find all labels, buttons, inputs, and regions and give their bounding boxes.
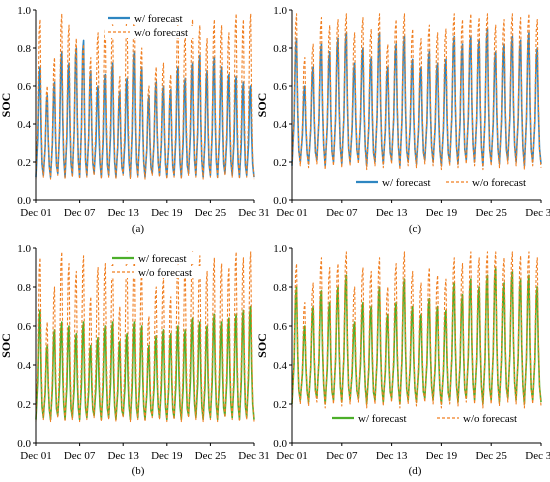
y-axis-label: SOC bbox=[0, 93, 13, 118]
legend-label: w/o forecast bbox=[134, 27, 188, 39]
legend-label: w/ forecast bbox=[134, 13, 183, 25]
x-tick-label: Dec 19 bbox=[426, 207, 458, 219]
y-axis-label: SOC bbox=[255, 333, 269, 358]
legend: w/ forecast w/o forecast bbox=[353, 176, 535, 189]
y-tick-label: 1.0 bbox=[17, 243, 31, 255]
y-tick-label: 0.4 bbox=[273, 360, 287, 372]
legend: w/ forecast w/o forecast bbox=[329, 412, 526, 425]
y-tick-label: 0.0 bbox=[273, 438, 287, 450]
legend-bg bbox=[109, 252, 194, 264]
legend-label: w/ forecast bbox=[138, 253, 187, 265]
series-line-d-1 bbox=[291, 251, 542, 409]
x-tick-label: Dec 19 bbox=[151, 450, 183, 462]
y-tick-label: 0.8 bbox=[17, 43, 31, 55]
x-tick-label: Dec 31 bbox=[238, 207, 269, 219]
y-tick-label: 1.0 bbox=[273, 243, 287, 255]
y-axis-label: SOC bbox=[0, 333, 13, 358]
x-tick-label: Dec 25 bbox=[195, 207, 227, 219]
chart-panel-b: 0.0 0.2 0.4 0.6 0.8 1.0 Dec 01 Dec 07 Dec 13 Dec … bbox=[0, 243, 270, 477]
legend-bg bbox=[105, 12, 190, 24]
x-tick-label: Dec 07 bbox=[64, 207, 96, 219]
series-line-c-1 bbox=[291, 13, 542, 171]
y-tick-label: 0.4 bbox=[17, 119, 31, 131]
y-tick-label: 0.6 bbox=[17, 81, 31, 93]
legend-label: w/ forecast bbox=[358, 413, 407, 425]
panel-caption: (b) bbox=[132, 465, 145, 477]
y-tick-label: 0.4 bbox=[273, 119, 287, 131]
panel-caption: (a) bbox=[132, 223, 145, 235]
x-tick-label: Dec 25 bbox=[475, 207, 507, 219]
legend-bg bbox=[105, 26, 197, 38]
x-tick-label: Dec 31 bbox=[238, 450, 269, 462]
y-tick-label: 0.2 bbox=[17, 399, 31, 411]
chart-panel-d: 0.0 0.2 0.4 0.6 0.8 1.0 Dec 01 Dec 07 Dec 13 Dec … bbox=[255, 243, 550, 477]
x-tick-label: Dec 25 bbox=[195, 450, 227, 462]
y-tick-label: 1.0 bbox=[17, 5, 31, 17]
y-tick-label: 0.8 bbox=[273, 43, 287, 55]
x-tick-label: Dec 01 bbox=[20, 207, 51, 219]
legend: w/ forecast w/o forecast bbox=[109, 252, 201, 279]
x-tick-label: Dec 13 bbox=[376, 207, 408, 219]
legend-bg bbox=[353, 176, 438, 188]
x-tick-label: Dec 07 bbox=[326, 450, 358, 462]
legend-label: w/ forecast bbox=[382, 177, 431, 189]
y-tick-label: 0.0 bbox=[273, 195, 287, 207]
x-tick-label: Dec 25 bbox=[475, 450, 507, 462]
x-tick-label: Dec 07 bbox=[326, 207, 358, 219]
x-tick-label: Dec 19 bbox=[426, 450, 458, 462]
panel-caption: (c) bbox=[409, 223, 422, 235]
y-tick-label: 0.0 bbox=[17, 438, 31, 450]
legend: w/ forecast w/o forecast bbox=[105, 12, 197, 39]
y-tick-label: 0.0 bbox=[17, 195, 31, 207]
legend-bg bbox=[434, 412, 526, 424]
x-tick-label: Dec 13 bbox=[376, 450, 408, 462]
series-line-a-0 bbox=[35, 39, 255, 178]
y-tick-label: 0.8 bbox=[17, 282, 31, 294]
y-tick-label: 0.4 bbox=[17, 360, 31, 372]
x-tick-label: Dec 31 bbox=[525, 207, 550, 219]
x-tick-label: Dec 19 bbox=[151, 207, 183, 219]
legend-label: w/o forecast bbox=[472, 177, 526, 189]
y-tick-label: 1.0 bbox=[273, 5, 287, 17]
series-line-b-1 bbox=[35, 251, 255, 423]
legend-label: w/o forecast bbox=[138, 267, 192, 279]
x-tick-label: Dec 31 bbox=[525, 450, 550, 462]
series-line-b-0 bbox=[35, 305, 255, 421]
series-line-a-1 bbox=[35, 13, 255, 180]
y-tick-label: 0.2 bbox=[17, 157, 31, 169]
chart-panel-c: 0.0 0.2 0.4 0.6 0.8 1.0 Dec 01 Dec 07 Dec 13 Dec … bbox=[255, 5, 550, 235]
series-line-d-0 bbox=[291, 266, 542, 405]
y-axis-label: SOC bbox=[255, 93, 269, 118]
y-tick-label: 0.2 bbox=[273, 157, 287, 169]
legend-bg bbox=[329, 412, 414, 424]
y-tick-label: 0.6 bbox=[273, 81, 287, 93]
legend-bg bbox=[443, 176, 535, 188]
x-tick-label: Dec 13 bbox=[107, 450, 139, 462]
chart-panel-a: 0.0 0.2 0.4 0.6 0.8 1.0 Dec 01 Dec 07 Dec 13 Dec … bbox=[0, 5, 270, 235]
y-tick-label: 0.6 bbox=[17, 321, 31, 333]
legend-bg bbox=[109, 266, 201, 278]
x-tick-label: Dec 01 bbox=[276, 207, 307, 219]
legend-label: w/o forecast bbox=[463, 413, 517, 425]
y-tick-label: 0.8 bbox=[273, 282, 287, 294]
x-tick-label: Dec 13 bbox=[107, 207, 139, 219]
panel-caption: (d) bbox=[409, 465, 422, 477]
x-tick-label: Dec 07 bbox=[64, 450, 96, 462]
y-tick-label: 0.2 bbox=[273, 399, 287, 411]
y-tick-label: 0.6 bbox=[273, 321, 287, 333]
series-line-c-0 bbox=[291, 28, 542, 167]
x-tick-label: Dec 01 bbox=[20, 450, 51, 462]
x-tick-label: Dec 01 bbox=[276, 450, 307, 462]
